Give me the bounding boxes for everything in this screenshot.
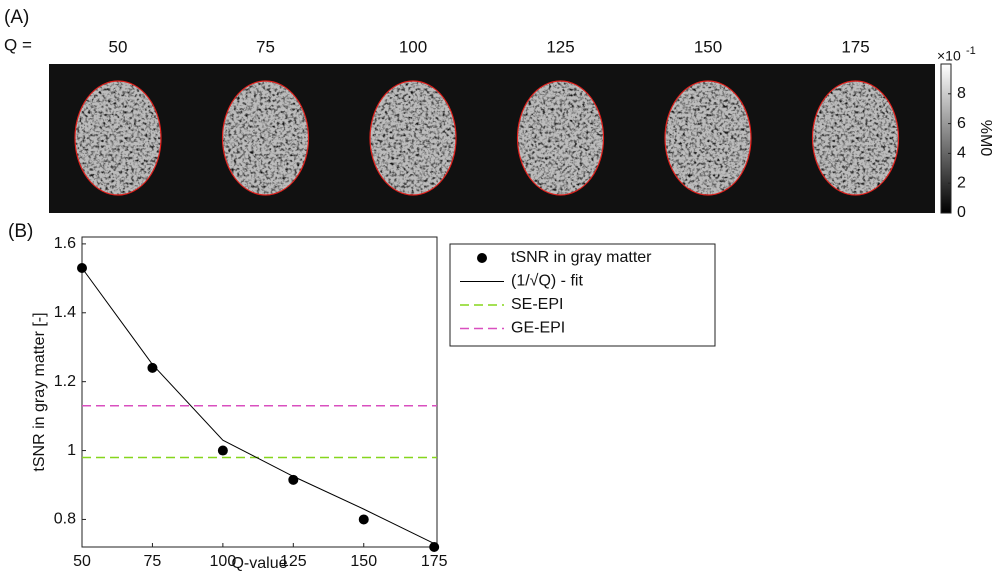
x-tick-label: 175 <box>421 553 448 570</box>
y-axis-label: tSNR in gray matter [-] <box>31 312 48 471</box>
image-strip <box>49 64 935 213</box>
legend-label: GE-EPI <box>511 320 565 337</box>
column-label: 75 <box>256 37 275 56</box>
y-tick-label: 1.6 <box>54 235 76 252</box>
column-label: 175 <box>841 37 869 56</box>
column-label: 150 <box>694 37 722 56</box>
colorbar-tick-label: 8 <box>957 85 966 102</box>
legend-label: (1/√Q) - fit <box>511 273 583 290</box>
plot-frame <box>82 237 437 547</box>
y-tick-label: 0.8 <box>54 511 76 528</box>
colorbar-exponent: -1 <box>966 45 976 57</box>
colorbar-tick-label: 6 <box>957 115 966 132</box>
panel-label: (B) <box>8 221 33 242</box>
y-tick-label: 1 <box>67 442 76 459</box>
y-tick-label: 1.4 <box>54 304 76 321</box>
x-tick-label: 50 <box>73 553 91 570</box>
colorbar-multiplier: ×10 <box>937 48 961 64</box>
y-tick-label: 1.2 <box>54 373 76 390</box>
legend-label: tSNR in gray matter <box>511 249 652 266</box>
data-point <box>218 446 228 456</box>
x-tick-label: 75 <box>144 553 162 570</box>
column-label: 125 <box>546 37 574 56</box>
x-axis-label: Q-value <box>231 555 287 572</box>
figure: (A)Q =507510012515017502468×10-1%M0(B)50… <box>0 0 999 573</box>
colorbar-tick-label: 0 <box>957 204 966 221</box>
legend-label: SE-EPI <box>511 296 563 313</box>
x-tick-label: 150 <box>350 553 377 570</box>
panel-label: (A) <box>4 7 29 28</box>
data-point <box>359 514 369 524</box>
row-label: Q = <box>4 35 32 54</box>
colorbar-label: %M0 <box>977 120 994 157</box>
column-label: 100 <box>399 37 427 56</box>
colorbar-tick-label: 4 <box>957 145 966 162</box>
legend-marker <box>477 253 487 263</box>
colorbar-tick-label: 2 <box>957 174 966 191</box>
colorbar <box>941 64 951 213</box>
column-label: 50 <box>109 37 128 56</box>
